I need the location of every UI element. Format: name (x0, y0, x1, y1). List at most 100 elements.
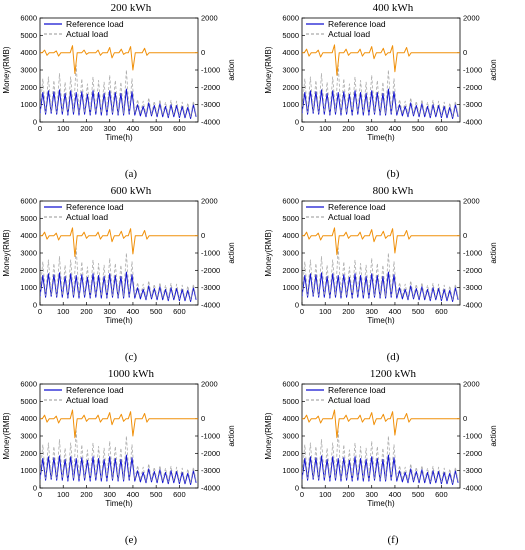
y-tick-label: 3000 (20, 432, 37, 441)
y-tick-label: 6000 (282, 14, 299, 23)
y-tick-label: 0 (33, 301, 37, 310)
y2-axis-label: action (489, 425, 498, 446)
x-tick-label: 0 (38, 307, 42, 316)
legend-label: Actual load (66, 212, 108, 222)
y2-tick-label: -4000 (463, 484, 482, 493)
y2-tick-label: -3000 (201, 466, 220, 475)
y2-tick-label: -4000 (463, 118, 482, 127)
x-axis-label: Time(h) (105, 499, 133, 508)
y-tick-label: 2000 (20, 83, 37, 92)
x-tick-label: 600 (173, 490, 186, 499)
chart-panel: 800 kWh 0 1000 2000 3000 4000 5000 6000 2000 0 -10… (262, 183, 524, 366)
x-tick-label: 100 (319, 307, 332, 316)
legend-label: Reference load (328, 202, 386, 212)
x-axis-label: Time(h) (367, 499, 395, 508)
reference-load-series-line (40, 271, 197, 302)
y-tick-label: 0 (33, 484, 37, 493)
chart-title: 600 kWh (110, 185, 152, 197)
x-tick-label: 400 (389, 124, 402, 133)
y-tick-label: 5000 (20, 397, 37, 406)
reference-load-series-line (302, 88, 459, 119)
x-tick-label: 0 (300, 490, 304, 499)
y-tick-label: 1000 (282, 466, 299, 475)
y-axis-label: Money(RMB) (2, 46, 11, 93)
y2-tick-label: -1000 (201, 66, 220, 75)
y2-tick-label: -4000 (201, 484, 220, 493)
y-axis-label: Money(RMB) (2, 412, 11, 459)
y2-tick-label: 2000 (201, 14, 218, 23)
y2-axis-label: action (489, 242, 498, 263)
x-tick-label: 500 (150, 307, 163, 316)
y2-tick-label: -3000 (463, 283, 482, 292)
y2-tick-label: -2000 (463, 449, 482, 458)
x-tick-label: 0 (300, 307, 304, 316)
y-tick-label: 1000 (282, 100, 299, 109)
y-tick-label: 6000 (20, 197, 37, 206)
x-tick-label: 100 (57, 490, 70, 499)
y2-tick-label: -2000 (201, 83, 220, 92)
y2-tick-label: -4000 (463, 301, 482, 310)
y-tick-label: 6000 (282, 197, 299, 206)
y-tick-label: 5000 (282, 397, 299, 406)
x-tick-label: 300 (103, 124, 116, 133)
x-tick-label: 100 (319, 490, 332, 499)
chart-panel: 600 kWh 0 1000 2000 3000 4000 5000 6000 2000 0 -10… (0, 183, 262, 366)
y2-tick-label: 0 (201, 48, 205, 57)
x-tick-label: 600 (173, 307, 186, 316)
x-tick-label: 500 (412, 307, 425, 316)
y2-tick-label: 0 (463, 414, 467, 423)
x-tick-label: 200 (342, 490, 355, 499)
x-tick-label: 400 (127, 124, 140, 133)
panel-caption: (c) (124, 351, 138, 363)
y2-tick-label: -2000 (463, 83, 482, 92)
y-tick-label: 5000 (20, 214, 37, 223)
y2-axis-label: action (489, 59, 498, 80)
panel-caption: (a) (124, 168, 138, 180)
y-tick-label: 1000 (282, 283, 299, 292)
y2-tick-label: 2000 (463, 380, 480, 389)
y-tick-label: 4000 (20, 231, 37, 240)
x-tick-label: 400 (389, 307, 402, 316)
legend-label: Actual load (328, 29, 370, 39)
x-tick-label: 200 (342, 124, 355, 133)
y-tick-label: 2000 (282, 83, 299, 92)
actual-load-series-line (40, 64, 197, 118)
y2-tick-label: 2000 (201, 197, 218, 206)
y-axis-label: Money(RMB) (264, 46, 273, 93)
x-tick-label: 600 (435, 307, 448, 316)
y-tick-label: 6000 (20, 380, 37, 389)
legend-label: Actual load (66, 29, 108, 39)
x-tick-label: 200 (342, 307, 355, 316)
panel-caption: (e) (124, 534, 138, 546)
x-tick-label: 300 (103, 490, 116, 499)
y2-tick-label: -3000 (201, 283, 220, 292)
chart-panel: 1000 kWh 0 1000 2000 3000 4000 5000 6000 2000 0 -1… (0, 366, 262, 549)
panel-caption: (f) (387, 534, 399, 546)
x-tick-label: 0 (300, 124, 304, 133)
y2-axis-label: action (227, 59, 236, 80)
y-tick-label: 0 (295, 301, 299, 310)
y-tick-label: 4000 (282, 414, 299, 423)
y2-tick-label: -3000 (463, 466, 482, 475)
y2-tick-label: 2000 (463, 14, 480, 23)
y2-tick-label: -2000 (463, 266, 482, 275)
x-tick-label: 0 (38, 124, 42, 133)
y-tick-label: 4000 (20, 48, 37, 57)
y-tick-label: 3000 (20, 66, 37, 75)
x-tick-label: 400 (127, 307, 140, 316)
action-series-line (40, 409, 198, 439)
x-axis-label: Time(h) (105, 316, 133, 325)
y-tick-label: 1000 (20, 466, 37, 475)
y-tick-label: 6000 (20, 14, 37, 23)
y2-tick-label: -1000 (463, 249, 482, 258)
x-tick-label: 500 (412, 124, 425, 133)
y-axis-label: Money(RMB) (264, 229, 273, 276)
y2-tick-label: -4000 (201, 301, 220, 310)
reference-load-series-line (40, 88, 197, 119)
x-tick-label: 100 (57, 124, 70, 133)
